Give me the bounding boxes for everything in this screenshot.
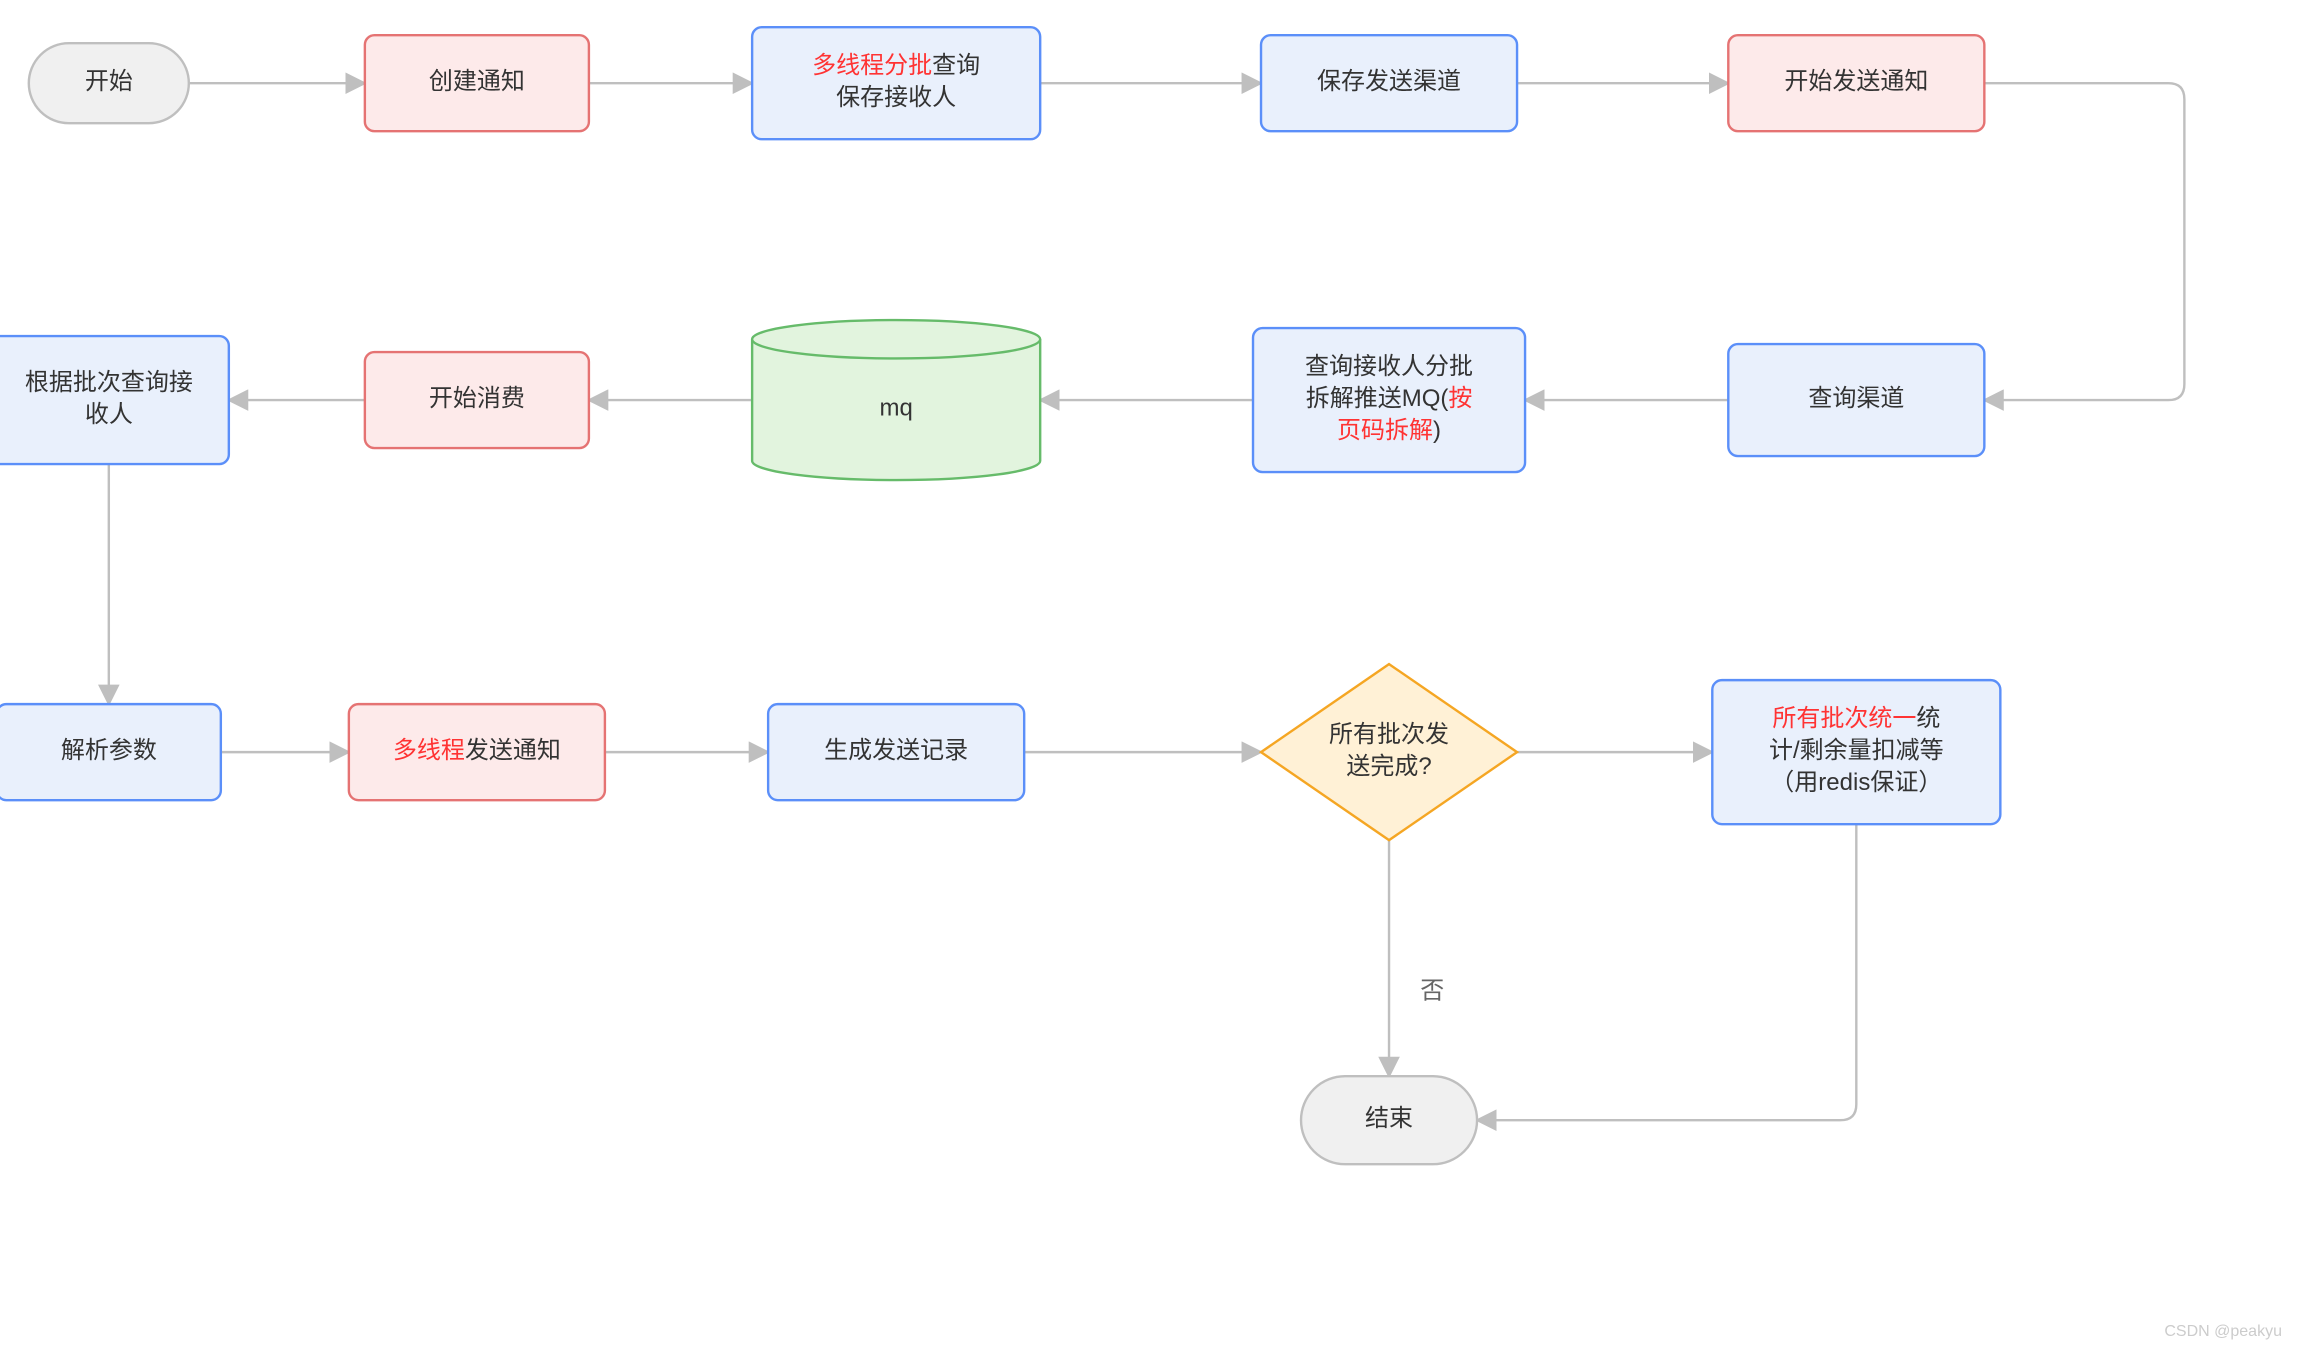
node-n_cons: 开始消费 [365,352,589,448]
label-n_cons-0: 开始消费 [429,385,525,412]
node-end: 结束 [1301,1076,1477,1164]
node-n_batch: 根据批次查询接收人 [0,336,229,464]
label-n_dec-0: 所有批次发 [1329,721,1449,748]
flowchart: 是否开始 创建通知 多线程分批查询保存接收人 保存发送渠道 开始发送通知查询渠道 查询接收… [0,0,2314,1360]
node-n_send: 多线程发送通知 [349,704,605,800]
label-n_query-1: 保存接收人 [836,85,956,112]
node-n_mq: mq [752,320,1040,480]
node-n_begin: 开始发送通知 [1728,35,1984,131]
label-n_parse-0: 解析参数 [61,737,157,764]
node-n_create: 创建通知 [365,35,589,131]
label-n_save-0: 保存发送渠道 [1317,69,1461,96]
label-n_record-0: 生成发送记录 [824,737,968,764]
label-n_begin-0: 开始发送通知 [1784,69,1928,96]
label-n_stat-1: 计/剩余量扣减等 [1769,737,1944,764]
label-n_create-0: 创建通知 [429,69,525,96]
label-n_dec-1: 送完成? [1346,753,1431,780]
node-n_save: 保存发送渠道 [1261,35,1517,131]
label-end-0: 结束 [1365,1106,1413,1133]
node-n_parse: 解析参数 [0,704,221,800]
label-start-0: 开始 [85,69,133,96]
node-n_query: 多线程分批查询保存接收人 [752,27,1040,139]
node-n_split: 查询接收人分批拆解推送MQ(按页码拆解) [1253,328,1525,472]
label-n_stat-0: 所有批次统一统 [1772,705,1940,732]
edge-n_stat-end [1477,824,1856,1120]
node-n_record: 生成发送记录 [768,704,1024,800]
label-n_batch-1: 收人 [85,401,133,428]
edge-label-n_dec-end: 否 [1420,978,1444,1005]
label-n_split-2: 页码拆解) [1337,417,1441,444]
watermark: CSDN @peakyu [2164,1323,2282,1340]
node-n_chan: 查询渠道 [1728,344,1984,456]
label-n_query-0: 多线程分批查询 [812,53,980,80]
edges-layer: 是否 [109,83,2185,1120]
nodes-layer: 开始 创建通知 多线程分批查询保存接收人 保存发送渠道 开始发送通知查询渠道 查询接收人分… [0,27,2000,1164]
label-n_split-0: 查询接收人分批 [1305,353,1473,380]
label-n_split-1: 拆解推送MQ(按 [1306,385,1473,412]
node-n_stat: 所有批次统一统计/剩余量扣减等 （用redis保证） [1712,680,2000,824]
node-n_dec: 所有批次发送完成? [1261,664,1517,840]
label-n_stat-2: （用redis保证） [1770,769,1942,796]
label-n_chan-0: 查询渠道 [1808,385,1904,412]
label-n_send-0: 多线程发送通知 [393,737,561,764]
edge-n_begin-n_chan [1984,83,2184,400]
node-start: 开始 [29,43,189,123]
label-n_batch-0: 根据批次查询接 [25,369,193,396]
label-n_mq-0: mq [879,395,912,422]
